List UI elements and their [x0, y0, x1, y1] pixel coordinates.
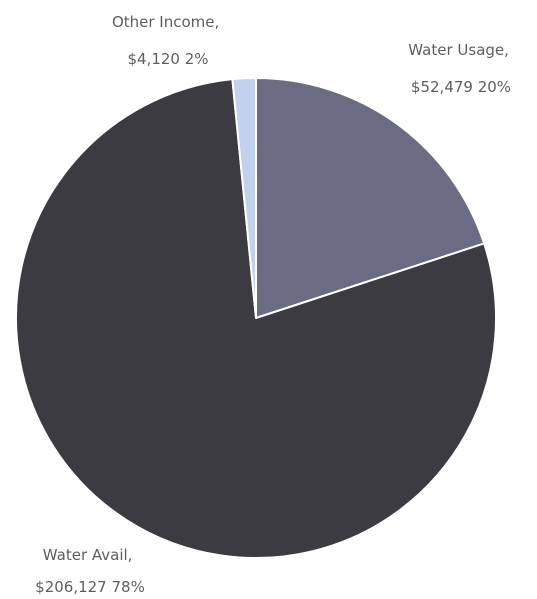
pie-slices	[15, 76, 497, 559]
label-other-income-line2: $4,120 2%	[127, 50, 208, 68]
pie-slice-other-income	[231, 76, 257, 319]
label-water-usage-line2: $52,479 20%	[411, 78, 511, 96]
label-other-income: Other Income, $4,120 2%	[112, 13, 224, 68]
label-water-avail: Water Avail, $206,127 78%	[35, 546, 145, 596]
label-other-income-line1: Other Income,	[112, 13, 219, 31]
pie-slice-water-usage	[255, 77, 486, 319]
label-water-avail-line2: $206,127 78%	[35, 578, 145, 596]
label-water-usage: Water Usage, $52,479 20%	[408, 41, 513, 96]
label-water-usage-line1: Water Usage,	[408, 41, 509, 59]
label-water-avail-line1: Water Avail,	[43, 546, 133, 564]
